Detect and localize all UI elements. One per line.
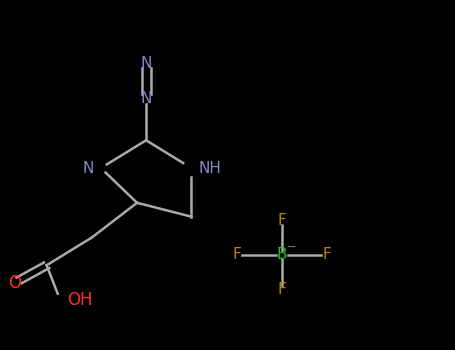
Text: N: N	[141, 56, 152, 71]
Text: F: F	[278, 282, 286, 297]
Text: N: N	[83, 161, 94, 176]
Text: B: B	[277, 247, 287, 262]
Text: OH: OH	[67, 291, 92, 309]
Text: −: −	[287, 242, 296, 252]
Text: O: O	[9, 274, 21, 292]
Text: N: N	[141, 91, 152, 106]
Text: F: F	[232, 247, 241, 262]
Text: F: F	[323, 247, 331, 262]
Text: NH: NH	[198, 161, 221, 176]
Text: F: F	[278, 213, 286, 228]
